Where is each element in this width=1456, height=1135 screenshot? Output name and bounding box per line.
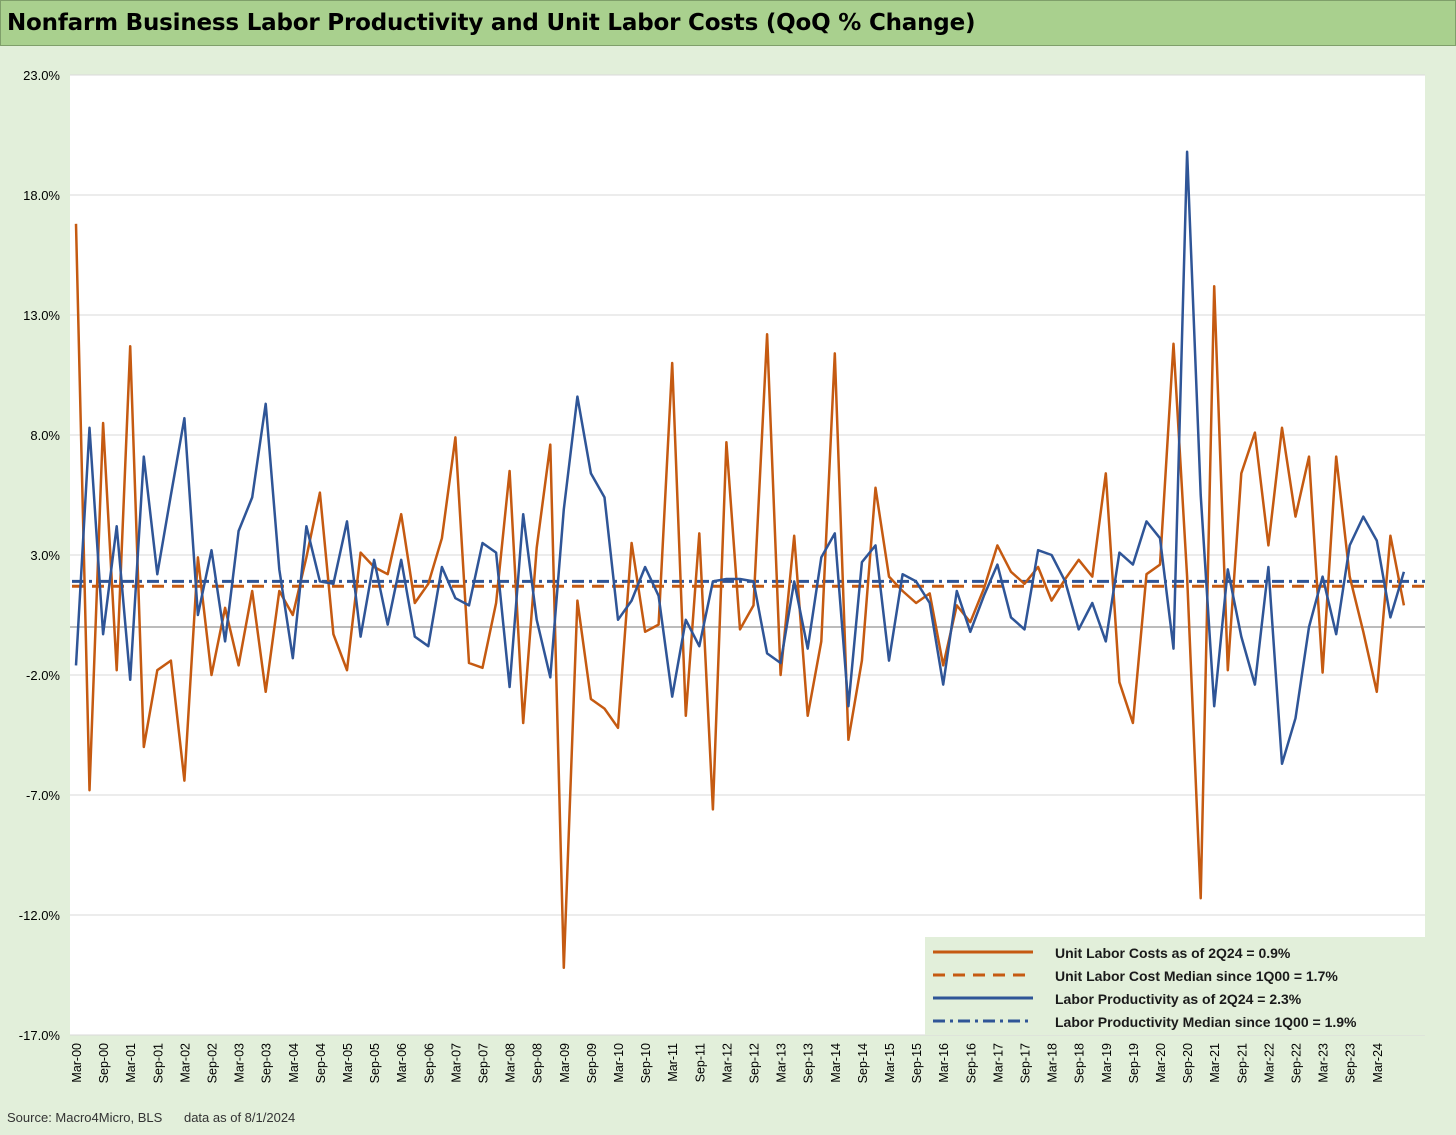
x-tick-label: Sep-01 [151, 1043, 165, 1083]
x-tick-label: Mar-21 [1208, 1043, 1222, 1083]
legend-item-productivity-median: Labor Productivity Median since 1Q00 = 1… [925, 1012, 1425, 1032]
x-tick-label: Sep-21 [1235, 1043, 1249, 1083]
x-tick-label: Sep-00 [97, 1043, 111, 1083]
y-tick-label: 8.0% [30, 428, 60, 443]
legend-label-productivity: Labor Productivity as of 2Q24 = 2.3% [1055, 991, 1302, 1007]
footer: Source: Macro4Micro, BLS data as of 8/1/… [7, 1110, 313, 1125]
legend-item-ulc-median: Unit Labor Cost Median since 1Q00 = 1.7% [925, 966, 1425, 986]
x-tick-label: Sep-11 [693, 1043, 707, 1082]
legend-item-ulc: Unit Labor Costs as of 2Q24 = 0.9% [925, 943, 1425, 963]
x-tick-label: Mar-18 [1046, 1043, 1060, 1083]
x-tick-label: Sep-07 [477, 1043, 491, 1083]
legend-label-productivity-median: Labor Productivity Median since 1Q00 = 1… [1055, 1014, 1357, 1030]
x-tick-label: Mar-22 [1262, 1043, 1276, 1083]
x-tick-label: Sep-19 [1127, 1043, 1141, 1083]
x-tick-label: Mar-15 [883, 1043, 897, 1083]
legend-label-ulc-median: Unit Labor Cost Median since 1Q00 = 1.7% [1055, 968, 1338, 984]
y-tick-label: 3.0% [30, 548, 60, 563]
x-tick-label: Mar-04 [287, 1043, 301, 1083]
x-tick-label: Sep-06 [422, 1043, 436, 1083]
chart-title: Nonfarm Business Labor Productivity and … [7, 10, 976, 36]
x-tick-label: Sep-18 [1073, 1043, 1087, 1083]
title-bar: Nonfarm Business Labor Productivity and … [0, 0, 1456, 46]
x-tick-label: Mar-24 [1371, 1043, 1385, 1083]
x-tick-label: Mar-20 [1154, 1043, 1168, 1083]
x-tick-label: Sep-16 [964, 1043, 978, 1083]
x-tick-label: Sep-03 [260, 1043, 274, 1083]
y-tick-label: 13.0% [23, 308, 60, 323]
x-tick-label: Mar-14 [829, 1043, 843, 1083]
legend-item-productivity: Labor Productivity as of 2Q24 = 2.3% [925, 989, 1425, 1009]
ulc-series-line [74, 223, 1406, 970]
x-tick-label: Mar-03 [233, 1043, 247, 1083]
x-tick-label: Sep-02 [206, 1043, 220, 1083]
x-tick-label: Mar-13 [775, 1043, 789, 1083]
x-tick-label: Mar-02 [178, 1043, 192, 1083]
x-tick-label: Sep-08 [531, 1043, 545, 1083]
x-tick-label: Mar-17 [991, 1043, 1005, 1083]
x-tick-label: Mar-23 [1317, 1043, 1331, 1083]
asof-text: data as of 8/1/2024 [183, 1110, 296, 1125]
x-tick-label: Mar-19 [1100, 1043, 1114, 1083]
x-tick-label: Sep-04 [314, 1043, 328, 1083]
x-tick-label: Sep-22 [1290, 1043, 1304, 1083]
y-tick-label: 18.0% [23, 188, 60, 203]
x-tick-label: Mar-09 [558, 1043, 572, 1083]
x-tick-label: Sep-17 [1019, 1043, 1033, 1083]
x-tick-label: Mar-07 [449, 1043, 463, 1083]
x-tick-label: Mar-00 [70, 1043, 84, 1083]
y-tick-label: -7.0% [26, 788, 60, 803]
x-tick-label: Mar-16 [937, 1043, 951, 1083]
legend-swatch-ulc-median [933, 973, 1033, 977]
x-tick-label: Sep-13 [802, 1043, 816, 1083]
y-tick-label: -12.0% [19, 908, 61, 923]
x-tick-label: Mar-05 [341, 1043, 355, 1083]
source-text: Source: Macro4Micro, BLS [7, 1110, 163, 1125]
x-tick-label: Sep-10 [639, 1043, 653, 1083]
y-tick-label: -17.0% [19, 1028, 61, 1043]
legend-label-ulc: Unit Labor Costs as of 2Q24 = 0.9% [1055, 945, 1291, 961]
x-tick-label: Mar-11 [666, 1043, 680, 1082]
x-tick-label: Sep-09 [585, 1043, 599, 1083]
legend: Unit Labor Costs as of 2Q24 = 0.9% Unit … [925, 937, 1425, 1035]
x-tick-label: Mar-06 [395, 1043, 409, 1083]
x-tick-label: Mar-01 [124, 1043, 138, 1083]
productivity-series-line [74, 150, 1406, 766]
x-tick-label: Sep-12 [748, 1043, 762, 1083]
x-tick-label: Mar-08 [504, 1043, 518, 1083]
x-tick-label: Sep-05 [368, 1043, 382, 1083]
y-tick-label: 23.0% [23, 68, 60, 83]
x-tick-label: Mar-12 [720, 1043, 734, 1083]
x-tick-label: Mar-10 [612, 1043, 626, 1083]
x-tick-label: Sep-23 [1344, 1043, 1358, 1083]
y-tick-label: -2.0% [26, 668, 60, 683]
chart-area: 23.0% 18.0% 13.0% 8.0% 3.0% -2.0% -7.0% -12.0% -… [19, 68, 1425, 1083]
x-tick-label: Sep-14 [856, 1043, 870, 1083]
legend-swatch-productivity-median [933, 1019, 1033, 1023]
x-tick-label: Sep-20 [1181, 1043, 1195, 1083]
legend-swatch-ulc [933, 950, 1033, 954]
legend-swatch-productivity [933, 996, 1033, 1000]
x-tick-label: Sep-15 [910, 1043, 924, 1083]
